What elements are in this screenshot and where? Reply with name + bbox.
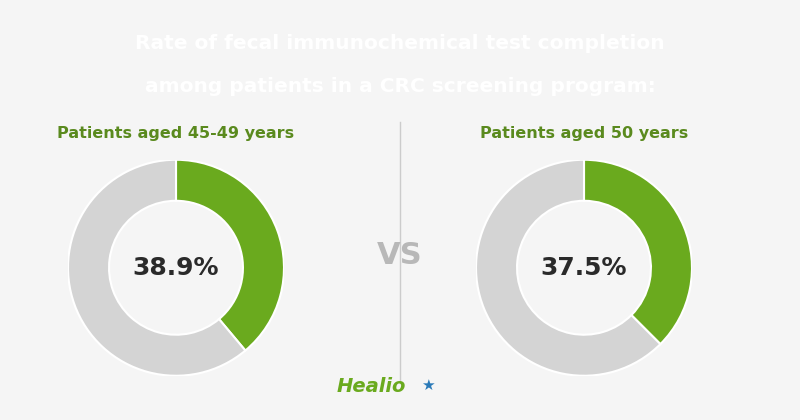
Text: 38.9%: 38.9% [133, 256, 219, 280]
Text: Patients aged 45-49 years: Patients aged 45-49 years [58, 126, 294, 141]
Text: ★: ★ [421, 378, 435, 392]
Text: Healio: Healio [337, 377, 406, 396]
Text: VS: VS [377, 241, 423, 270]
Wedge shape [584, 160, 692, 344]
Text: 37.5%: 37.5% [541, 256, 627, 280]
Text: among patients in a CRC screening program:: among patients in a CRC screening progra… [145, 77, 655, 96]
Wedge shape [476, 160, 660, 376]
Text: Patients aged 50 years: Patients aged 50 years [480, 126, 688, 141]
Text: Rate of fecal immunochemical test completion: Rate of fecal immunochemical test comple… [135, 34, 665, 53]
Wedge shape [68, 160, 246, 376]
Wedge shape [176, 160, 284, 351]
